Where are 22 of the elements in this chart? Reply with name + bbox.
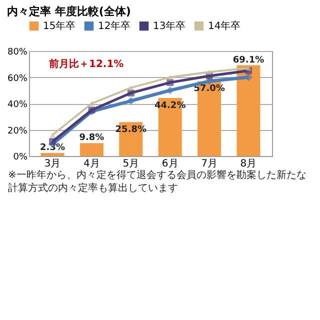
- annotation: 前月比＋12.1%: [48, 58, 124, 70]
- chart-title: 内々定率 年度比較(全体): [6, 5, 131, 18]
- data-label: 69.1%: [232, 55, 264, 66]
- x-tick-label: 4月: [84, 158, 100, 170]
- x-tick-label: 5月: [122, 158, 140, 170]
- legend-label: 13年卒: [153, 20, 186, 32]
- y-tick-label: 0%: [13, 152, 28, 162]
- text: ※一昨年から、内々定を得て退会する会員の影響を勘案した新たな計算方式の内々定率も算出しています: [7, 170, 308, 195]
- x-tick-label: 6月: [162, 158, 178, 170]
- y-tick-label: 80%: [7, 48, 28, 58]
- y-tick-label: 40%: [7, 100, 28, 110]
- legend-label: 15年卒: [43, 20, 76, 32]
- data-label: 44.2%: [154, 100, 186, 111]
- data-label: 25.8%: [115, 125, 147, 136]
- y-tick-label: 20%: [7, 126, 28, 136]
- data-label: 9.8%: [79, 133, 104, 144]
- legend-label: 14年卒: [208, 20, 241, 32]
- x-tick-label: 8月: [240, 158, 257, 170]
- x-tick-label: 3月: [44, 158, 61, 170]
- legend-label: 12年卒: [98, 20, 131, 32]
- x-tick-label: 7月: [201, 158, 218, 170]
- y-tick-label: 60%: [7, 74, 28, 84]
